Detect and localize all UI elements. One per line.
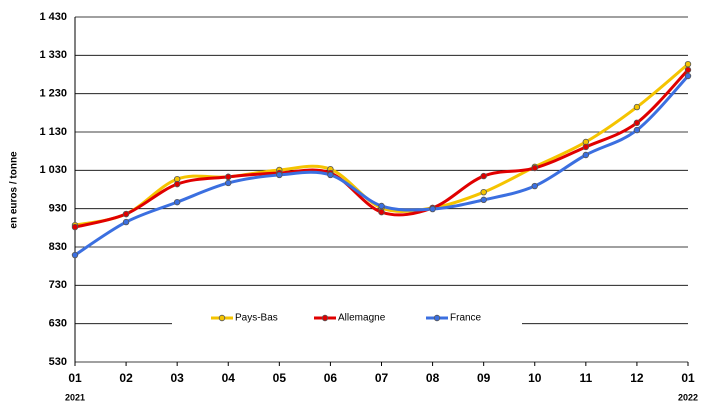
- legend-label: Pays-Bas: [235, 313, 278, 324]
- x-tick-label: 10: [528, 371, 542, 385]
- marker: [582, 143, 590, 151]
- marker: [582, 151, 590, 159]
- line: [74, 75, 690, 257]
- marker: [633, 119, 641, 126]
- x-tick-label: 05: [273, 371, 287, 385]
- x-tick-label: 09: [477, 371, 491, 385]
- marker: [633, 126, 641, 134]
- legend-marker: [433, 314, 441, 322]
- legend-label: France: [450, 313, 482, 324]
- marker: [480, 172, 487, 180]
- marker: [684, 66, 692, 74]
- x-tick-label: 03: [170, 371, 184, 385]
- marker: [276, 171, 283, 179]
- marker: [378, 208, 385, 216]
- x-tick-label: 08: [426, 371, 440, 385]
- marker: [327, 171, 334, 179]
- x-tick-label: 01: [681, 371, 695, 385]
- x-tick-label: 04: [222, 371, 236, 385]
- marker: [684, 72, 692, 80]
- y-tick-label: 1 030: [39, 164, 67, 176]
- marker: [378, 202, 385, 210]
- marker: [684, 60, 692, 68]
- y-axis-label: en euros / tonne: [9, 151, 20, 229]
- y-tick-label: 530: [49, 356, 67, 368]
- marker: [122, 218, 130, 226]
- y-tick-label: 1 330: [39, 49, 67, 61]
- y-tick-label: 1 130: [39, 126, 67, 138]
- marker: [480, 188, 487, 196]
- marker: [225, 173, 232, 181]
- marker: [71, 223, 79, 231]
- marker: [480, 196, 487, 204]
- x-tick-label: 12: [630, 371, 644, 385]
- y-tick-label: 730: [49, 279, 67, 291]
- year-label: 2021: [65, 392, 85, 402]
- marker: [173, 180, 181, 188]
- marker: [122, 210, 130, 218]
- legend-marker: [321, 314, 329, 322]
- marker: [531, 164, 538, 172]
- y-tick-label: 1 430: [39, 11, 67, 23]
- x-tick-label: 01: [68, 371, 82, 385]
- y-tick-label: 930: [49, 203, 67, 215]
- y-tick-label: 830: [49, 241, 67, 253]
- marker: [173, 198, 181, 206]
- marker: [633, 103, 641, 111]
- x-tick-label: 07: [375, 371, 389, 385]
- line: [74, 63, 689, 227]
- year-label: 2022: [678, 392, 698, 402]
- y-tick-label: 1 230: [39, 88, 67, 100]
- marker: [71, 251, 79, 259]
- legend: Pays-Bas Allemagne France: [172, 306, 522, 330]
- marker: [225, 179, 232, 187]
- marker: [429, 205, 436, 213]
- x-tick-label: 11: [579, 371, 592, 385]
- y-tick-label: 630: [49, 318, 67, 330]
- x-tick-label: 06: [324, 371, 338, 385]
- legend-marker: [218, 314, 226, 322]
- x-tick-label: 02: [119, 371, 133, 385]
- marker: [531, 182, 538, 190]
- legend-label: Allemagne: [338, 313, 386, 324]
